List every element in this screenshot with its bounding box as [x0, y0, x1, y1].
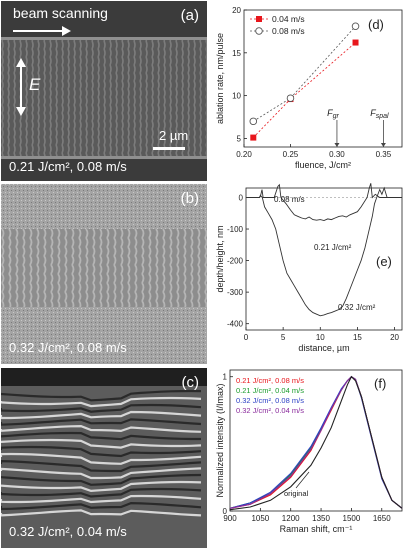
- d-point-0-0: [250, 134, 257, 141]
- f-legend-label-0: 0.21 J/cm², 0.08 m/s: [236, 376, 304, 385]
- d-annot-arrowhead-1: [380, 143, 386, 147]
- f-ytick-label-0: 0: [223, 507, 228, 516]
- sem-texture-c: [1, 368, 207, 548]
- e-xtick-label-3: 15: [353, 333, 362, 342]
- sem-texture-b: [1, 184, 207, 364]
- chart-d: 0.20 0.25 0.30 0.35 5 10 15 20 fluence, J/cm² abl…: [215, 6, 403, 170]
- f-xtick-label-0: 900: [223, 514, 237, 523]
- e-xtick-label-0: 0: [244, 333, 249, 342]
- sem-a-caption: 0.21 J/cm², 0.08 m/s: [9, 159, 127, 174]
- d-legend-label-0: 0.04 m/s: [272, 14, 305, 24]
- d-xtick-label-1: 0.25: [283, 150, 299, 159]
- d-legend-marker-0: [256, 16, 262, 22]
- sem-image-c: (c) 0.32 J/cm², 0.04 m/s: [1, 368, 207, 548]
- e-ytick-label-2: -200: [227, 257, 244, 266]
- d-panel-letter: (d): [368, 17, 384, 32]
- d-series-line-0: [253, 42, 356, 138]
- d-legend-marker-1: [255, 27, 263, 35]
- e-xlabel: distance, µm: [298, 343, 349, 353]
- e-ytick-label-0: 0: [239, 193, 244, 202]
- d-xtick-label-0: 0.20: [236, 150, 252, 159]
- sem-c-caption: 0.32 J/cm², 0.04 m/s: [9, 524, 127, 539]
- sem-a-header: beam scanning: [13, 5, 108, 21]
- f-ytick-label-1: 1: [223, 373, 228, 382]
- e-ytick-label-4: -400: [227, 320, 244, 329]
- d-series-line-1: [253, 26, 356, 122]
- sem-image-a: beam scanning (a) E 2 µm 0.21 J/cm², 0.0…: [1, 1, 207, 181]
- e-annot-0: 0.08 m/s: [274, 195, 305, 204]
- d-plot-frame: [243, 9, 403, 148]
- sem-c-ridges: [1, 389, 202, 517]
- e-ylabel: depth/height, nm: [215, 225, 225, 292]
- f-xtick-label-5: 1650: [373, 514, 391, 523]
- d-xtick-label-3: 0.35: [376, 150, 392, 159]
- d-ytick-label-1: 10: [232, 92, 241, 101]
- e-annot-3: (e): [376, 254, 392, 269]
- e-xtick-label-1: 5: [281, 333, 286, 342]
- f-legend-label-1: 0.21 J/cm², 0.04 m/s: [236, 386, 304, 395]
- e-series-line-1: [246, 186, 402, 317]
- e-ytick-label-1: -100: [227, 225, 244, 234]
- f-annot-1: (f): [374, 376, 386, 391]
- f-ylabel: Normalized intensity (I/Imax): [215, 383, 225, 497]
- e-xtick-label-2: 10: [316, 333, 325, 342]
- chart-f: 900 1050 1200 1350 1500 1650 0 1 Raman shift, cm…: [215, 369, 403, 534]
- d-xtick-label-2: 0.30: [329, 150, 345, 159]
- sem-image-b: (b) 0.32 J/cm², 0.08 m/s: [1, 184, 207, 364]
- d-annot-0: Fgr: [327, 108, 339, 120]
- d-ytick-label-0: 5: [237, 134, 242, 143]
- f-annot-0: original: [284, 489, 309, 498]
- e-series-line-0: [246, 183, 402, 221]
- f-legend-label-3: 0.32 J/cm², 0.04 m/s: [236, 406, 304, 415]
- d-ytick-label-2: 15: [232, 49, 241, 58]
- sem-c-letter: (c): [181, 374, 200, 391]
- f-annot-pointer: [295, 471, 310, 489]
- d-point-1-2: [351, 22, 360, 31]
- d-ytick-label-3: 20: [232, 6, 241, 15]
- d-point-1-0: [249, 117, 258, 126]
- e-xtick-label-4: 20: [390, 333, 399, 342]
- e-ytick-label-3: -300: [227, 288, 244, 297]
- d-point-1-1: [286, 94, 295, 102]
- e-annot-2: 0.32 J/cm²: [338, 303, 376, 312]
- d-xlabel: fluence, J/cm²: [295, 160, 351, 170]
- f-xtick-label-2: 1200: [282, 514, 300, 523]
- sem-b-letter: (b): [180, 190, 199, 207]
- f-series-line-4: [229, 375, 403, 511]
- f-legend-label-2: 0.32 J/cm², 0.08 m/s: [236, 396, 304, 405]
- sem-a-letter: (a): [180, 7, 199, 24]
- sem-a-field-label: E: [29, 75, 41, 94]
- sem-texture-a: [1, 1, 207, 181]
- d-legend-label-1: 0.08 m/s: [272, 26, 305, 36]
- d-ylabel: ablation rate, nm/pulse: [215, 33, 225, 124]
- e-annot-1: 0.21 J/cm²: [314, 243, 352, 252]
- f-xlabel: Raman shift, cm⁻¹: [280, 524, 353, 534]
- d-annot-arrowhead-0: [334, 143, 340, 147]
- f-xtick-label-4: 1500: [343, 514, 361, 523]
- sem-b-caption: 0.32 J/cm², 0.08 m/s: [9, 340, 127, 355]
- sem-a-scalebar-label: 2 µm: [159, 128, 189, 143]
- e-plot-frame: [245, 187, 403, 331]
- f-plot-frame: [229, 369, 403, 512]
- d-annot-1: Fspal: [370, 108, 389, 120]
- f-xtick-label-1: 1050: [251, 514, 269, 523]
- chart-e: 0 5 10 15 20 0 -100 -200 -300 -400 distance, µm dep…: [215, 183, 403, 353]
- d-point-0-2: [352, 39, 359, 46]
- f-xtick-label-3: 1350: [312, 514, 330, 523]
